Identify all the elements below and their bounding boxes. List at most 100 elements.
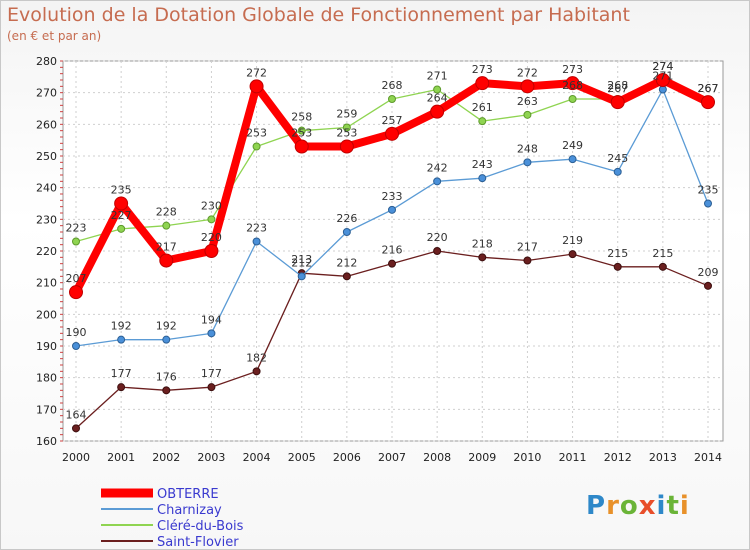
data-label: 258 [291,111,312,124]
data-point [385,126,399,141]
data-point [520,79,535,94]
data-label: 227 [111,209,132,222]
data-label: 243 [472,158,493,171]
x-tick-label: 2008 [423,451,451,464]
data-label: 190 [66,326,87,339]
data-point [72,342,80,350]
x-tick-label: 2006 [333,451,361,464]
data-label: 235 [698,184,719,197]
data-label: 273 [562,63,583,76]
data-point [117,383,126,392]
data-point [294,139,309,154]
data-point [159,253,174,268]
data-label: 223 [246,222,267,235]
x-tick-label: 2011 [559,451,587,464]
data-label: 267 [698,82,719,95]
data-label: 233 [382,190,403,203]
data-label: 267 [607,82,628,95]
x-tick-label: 2002 [152,451,180,464]
data-label: 218 [472,237,493,250]
y-tick-label: 180 [36,372,57,385]
chart-title: Evolution de la Dotation Globale de Fonc… [7,4,630,26]
data-point [207,215,216,224]
data-point [69,285,83,300]
data-label: 215 [652,247,673,260]
data-label: 192 [111,320,132,333]
proxiti-logo: Proxiti [586,491,690,521]
data-point [568,95,577,103]
data-point [207,383,216,392]
data-label: 215 [607,247,628,260]
data-point [388,95,396,103]
data-point [388,205,396,214]
data-label: 213 [291,253,312,266]
data-point [613,262,622,271]
y-tick-label: 270 [36,87,57,100]
data-point [478,174,487,183]
data-label: 207 [66,272,87,285]
data-point [475,76,490,91]
logo-letter: r [606,491,620,521]
data-point [613,167,622,176]
data-point [523,256,532,265]
logo-letter: t [666,491,680,521]
logo-letter: P [586,491,607,521]
data-point [297,126,306,135]
data-point [478,117,487,126]
y-tick-label: 160 [36,435,57,448]
data-point [701,95,715,110]
data-point [207,329,216,338]
data-point [162,386,171,395]
data-label: 253 [246,127,267,140]
data-point [433,247,442,255]
data-point [568,155,577,164]
data-point [704,199,712,208]
data-point [523,158,532,167]
x-tick-label: 2013 [649,451,677,464]
legend-entry: Cléré-du-Bois [157,519,244,534]
legend-entry: Charnizay [157,503,222,518]
data-label: 219 [562,234,583,247]
y-tick-label: 240 [36,182,57,195]
y-tick-label: 230 [36,213,57,226]
data-label: 272 [517,66,538,79]
data-point [342,123,351,132]
data-label: 257 [382,114,403,127]
data-point [72,237,80,246]
x-tick-label: 2010 [513,451,541,464]
data-label: 212 [291,256,312,269]
data-label: 242 [427,161,448,174]
data-point [339,139,354,154]
data-point [610,95,625,110]
data-label: 253 [291,127,312,140]
data-point [249,79,264,94]
data-label: 164 [66,408,87,421]
logo-letter: i [679,491,690,521]
y-tick-label: 210 [36,277,57,290]
data-point [162,335,171,344]
x-tick-label: 2001 [107,451,135,464]
data-point [658,85,667,94]
x-tick-label: 2000 [62,451,90,464]
data-point [523,110,532,119]
data-label: 259 [336,108,357,121]
data-label: 268 [607,79,628,92]
x-tick-label: 2007 [378,451,406,464]
data-label: 273 [472,63,493,76]
y-tick-label: 280 [36,55,57,68]
data-label: 182 [246,351,267,364]
data-label: 264 [427,92,448,105]
data-label: 235 [111,184,132,197]
data-label: 217 [517,241,538,254]
x-tick-label: 2014 [694,451,722,464]
data-label: 230 [201,199,222,212]
data-label: 194 [201,313,222,326]
data-label: 220 [201,231,222,244]
data-point [252,237,261,246]
data-label: 263 [517,95,538,108]
data-label: 223 [66,222,87,235]
data-point [568,250,577,259]
data-point [162,221,171,230]
